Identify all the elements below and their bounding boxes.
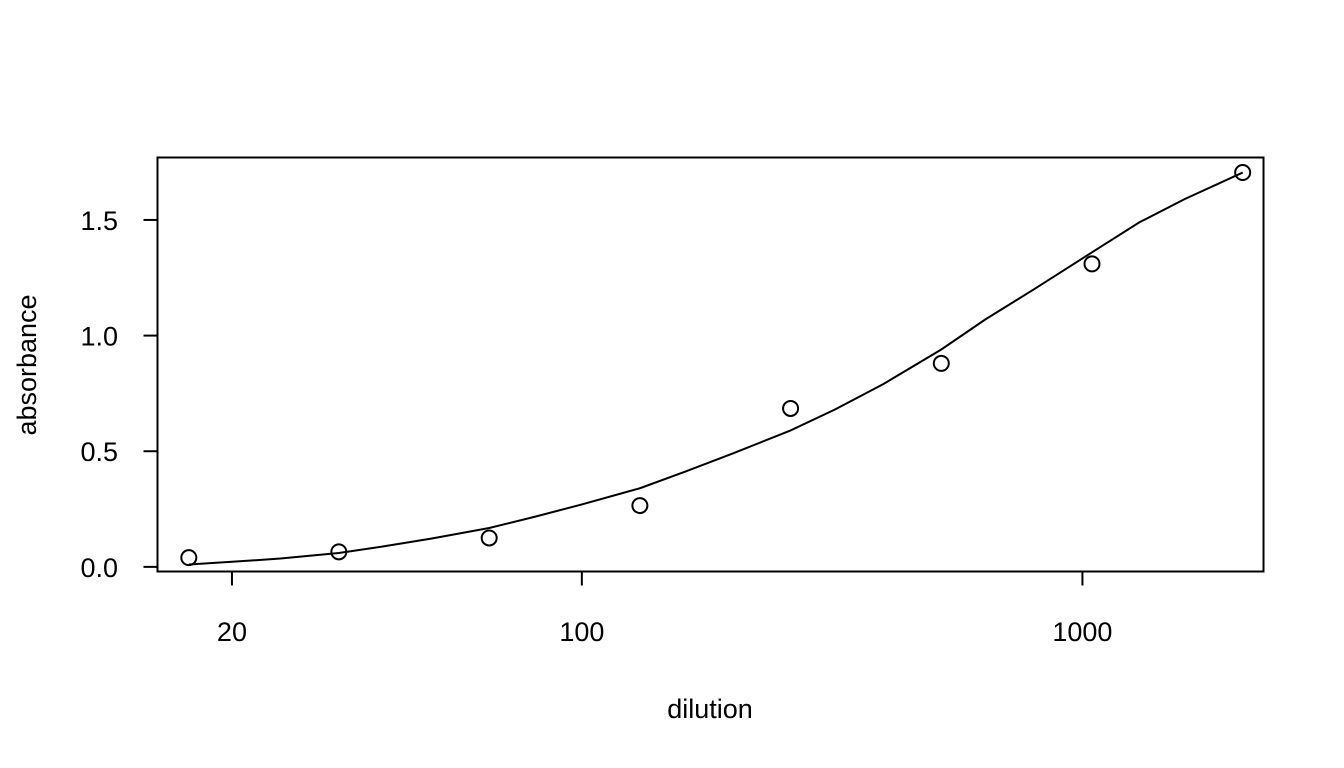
data-point — [330, 543, 348, 561]
data-point — [932, 354, 950, 372]
data-point — [782, 399, 800, 417]
data-point — [1083, 255, 1101, 273]
data-point — [480, 529, 498, 547]
data-point — [631, 497, 649, 515]
y-tick-label: 0.0 — [80, 553, 118, 583]
y-tick-label: 1.5 — [80, 206, 118, 236]
data-point — [1234, 164, 1252, 182]
y-tick-label: 1.0 — [80, 322, 118, 352]
x-tick-label: 1000 — [1052, 617, 1112, 647]
y-axis: 0.0 0.5 1.0 1.5 — [80, 206, 159, 583]
y-axis-title: absorbance — [12, 294, 42, 435]
x-axis: 20 100 1000 — [217, 570, 1112, 647]
fitted-curve — [188, 171, 1244, 566]
data-points — [180, 164, 1252, 567]
x-tick-label: 20 — [217, 617, 247, 647]
y-tick-label: 0.5 — [80, 437, 118, 467]
plot-box — [156, 156, 1265, 573]
data-point — [180, 549, 198, 567]
x-tick-label: 100 — [559, 617, 604, 647]
x-axis-title: dilution — [667, 694, 753, 724]
